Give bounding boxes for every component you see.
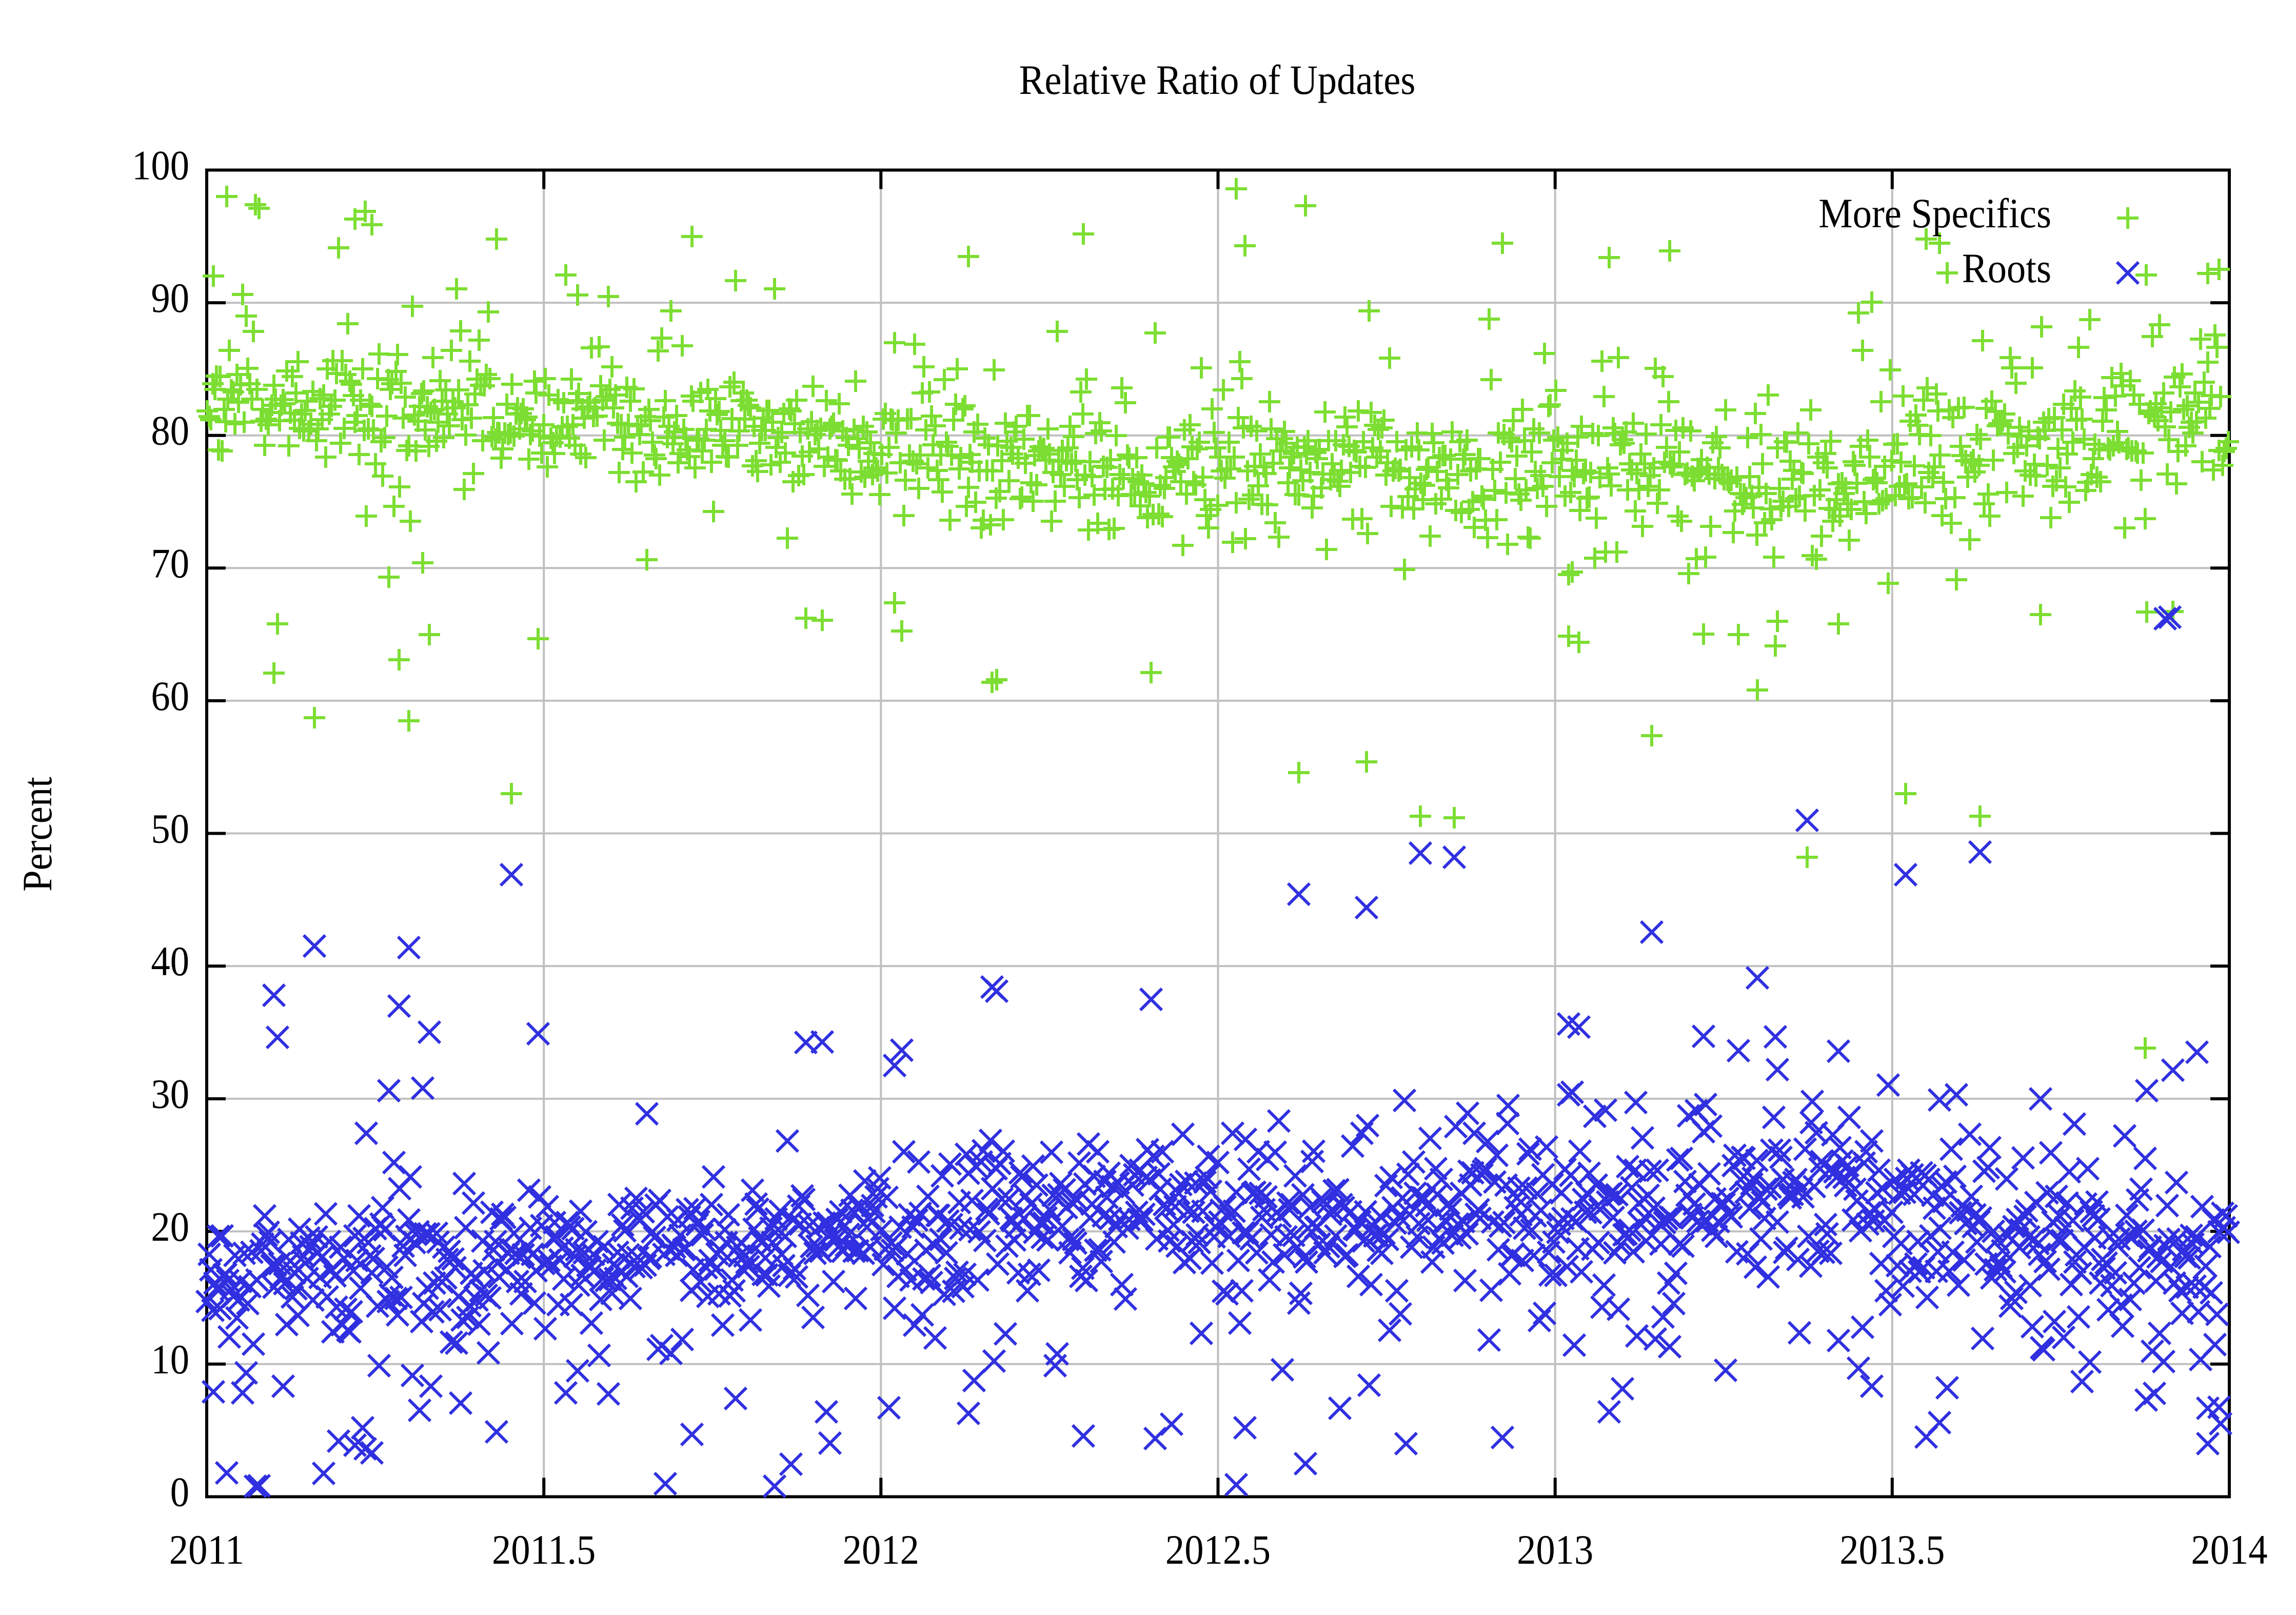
svg-text:2013: 2013 bbox=[1517, 1526, 1593, 1573]
svg-text:80: 80 bbox=[151, 407, 189, 454]
svg-text:Roots: Roots bbox=[1962, 245, 2051, 291]
svg-text:2011.5: 2011.5 bbox=[492, 1526, 596, 1573]
svg-text:60: 60 bbox=[151, 673, 189, 719]
svg-text:2012: 2012 bbox=[843, 1526, 919, 1573]
svg-text:90: 90 bbox=[151, 274, 189, 321]
svg-text:More Specifics: More Specifics bbox=[1818, 190, 2051, 237]
svg-text:2014: 2014 bbox=[2191, 1526, 2267, 1573]
svg-text:0: 0 bbox=[170, 1468, 189, 1515]
svg-text:10: 10 bbox=[151, 1336, 189, 1383]
svg-text:Percent: Percent bbox=[14, 777, 61, 892]
svg-text:2012.5: 2012.5 bbox=[1165, 1526, 1271, 1573]
svg-text:70: 70 bbox=[151, 540, 189, 586]
svg-text:30: 30 bbox=[151, 1070, 189, 1117]
svg-text:20: 20 bbox=[151, 1203, 189, 1250]
svg-text:40: 40 bbox=[151, 938, 189, 984]
svg-text:2011: 2011 bbox=[169, 1526, 244, 1573]
svg-text:50: 50 bbox=[151, 805, 189, 852]
svg-text:Relative Ratio of Updates: Relative Ratio of Updates bbox=[1019, 56, 1416, 103]
svg-text:100: 100 bbox=[132, 142, 189, 188]
svg-text:2013.5: 2013.5 bbox=[1839, 1526, 1945, 1573]
